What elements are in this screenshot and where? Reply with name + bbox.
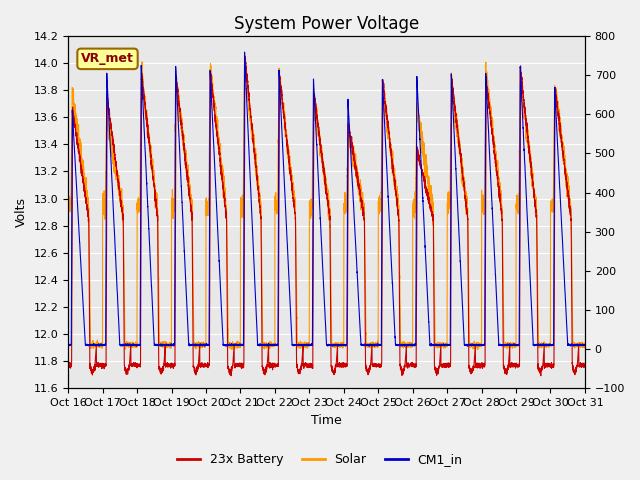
CM1_in	[184, 330, 192, 336]
Solar	[241, 57, 248, 62]
Text: VR_met: VR_met	[81, 52, 134, 65]
CM1_in	[259, 342, 267, 348]
CM1_in	[187, 342, 195, 348]
Legend: 23x Battery, Solar, CM1_in: 23x Battery, Solar, CM1_in	[172, 448, 468, 471]
Solar	[184, 168, 192, 174]
Y-axis label: Volts: Volts	[15, 197, 28, 227]
CM1_in	[241, 49, 248, 55]
23x Battery	[187, 209, 195, 215]
23x Battery	[241, 53, 249, 59]
Title: System Power Voltage: System Power Voltage	[234, 15, 419, 33]
23x Battery	[64, 362, 72, 368]
23x Battery	[189, 365, 197, 371]
Solar	[581, 342, 589, 348]
Line: Solar: Solar	[68, 60, 585, 349]
Solar	[296, 344, 304, 349]
CM1_in	[581, 342, 589, 348]
CM1_in	[577, 342, 585, 348]
Solar	[577, 342, 585, 348]
Solar	[189, 322, 197, 328]
Solar	[228, 347, 236, 352]
X-axis label: Time: Time	[311, 414, 342, 427]
23x Battery	[581, 360, 589, 366]
Solar	[187, 192, 195, 197]
CM1_in	[296, 342, 303, 348]
23x Battery	[184, 178, 192, 183]
CM1_in	[64, 342, 72, 348]
23x Battery	[259, 364, 267, 370]
CM1_in	[365, 343, 373, 349]
Line: 23x Battery: 23x Battery	[68, 56, 585, 376]
23x Battery	[537, 373, 545, 379]
CM1_in	[189, 342, 197, 348]
Solar	[64, 192, 72, 197]
23x Battery	[296, 367, 303, 373]
Line: CM1_in: CM1_in	[68, 52, 585, 346]
Solar	[259, 340, 267, 346]
23x Battery	[577, 362, 585, 368]
